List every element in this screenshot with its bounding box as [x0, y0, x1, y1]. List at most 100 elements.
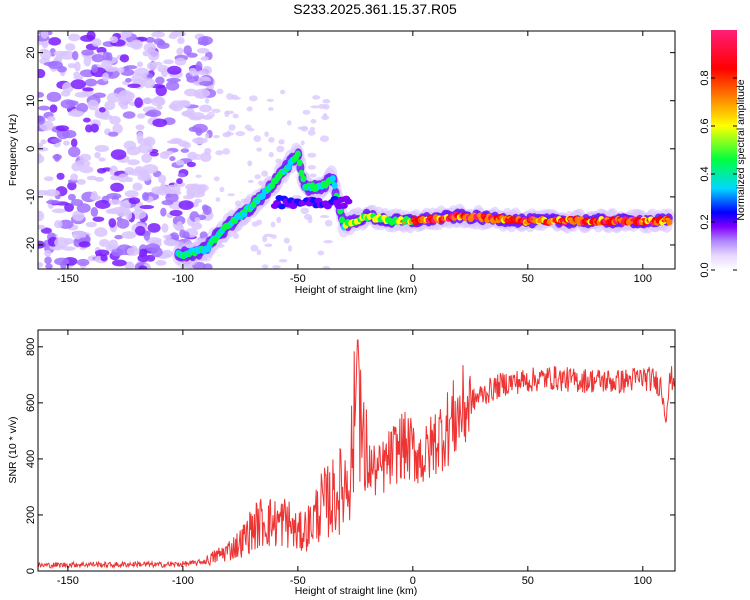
heatmap-cell — [177, 173, 186, 178]
heatmap-cell — [151, 84, 165, 89]
heatmap-cell — [182, 231, 190, 239]
heatmap-cell — [60, 90, 71, 97]
heatmap-cell — [108, 199, 123, 205]
heatmap-cell — [126, 146, 141, 156]
spectrogram-xtick-label: 0 — [410, 273, 416, 285]
spectrogram-ytick-label: 0 — [25, 146, 37, 152]
heatmap-cell — [112, 123, 123, 134]
heatmap-cell — [215, 150, 224, 156]
heatmap-cell — [45, 263, 53, 269]
heatmap-cell — [192, 153, 203, 161]
heatmap-cell — [44, 256, 52, 265]
heatmap-cell — [71, 230, 87, 240]
heatmap-cell — [262, 235, 268, 243]
heatmap-cell — [70, 173, 78, 181]
heatmap-cell — [131, 209, 147, 220]
heatmap-cell — [235, 131, 246, 137]
heatmap-cell — [183, 45, 192, 56]
heatmap-cell — [195, 174, 202, 179]
heatmap-cell — [151, 31, 166, 38]
heatmap-cell — [155, 259, 167, 266]
heatmap-cell — [201, 185, 209, 191]
heatmap-cell — [85, 221, 97, 228]
heatmap-cell — [167, 65, 182, 75]
heatmap-cell — [137, 138, 152, 145]
heatmap-cell — [197, 40, 210, 46]
heatmap-cell — [176, 221, 183, 231]
heatmap-cell — [211, 108, 221, 114]
snr-x-label: Height of straight line (km) — [295, 585, 418, 597]
snr-xtick-label: -50 — [290, 575, 306, 587]
heatmap-cell — [96, 46, 107, 54]
heatmap-cell — [322, 265, 330, 269]
heatmap-cell — [94, 152, 101, 159]
heatmap-cell — [102, 72, 109, 82]
heatmap-cell — [126, 247, 140, 256]
heatmap-cell — [219, 186, 225, 193]
heatmap-cell — [107, 131, 119, 137]
heatmap-cell — [127, 159, 140, 166]
snr-y-ticks: 0 200 400 600 800 — [25, 338, 675, 574]
snr-y-label: SNR (10 * v/v) — [7, 416, 19, 483]
heatmap-cell — [38, 68, 46, 79]
heatmap-cell — [38, 146, 49, 152]
heatmap-cell — [337, 207, 344, 215]
heatmap-cell — [68, 33, 81, 42]
heatmap-cell — [101, 59, 113, 70]
heatmap-cell — [310, 105, 321, 109]
heatmap-cell — [178, 200, 194, 210]
heatmap-cell — [119, 54, 130, 63]
heatmap-cell — [107, 208, 118, 214]
heatmap-cell — [246, 106, 253, 112]
spectrogram-xtick-label: -150 — [57, 273, 79, 285]
heatmap-cell — [46, 199, 60, 205]
heatmap-cell — [79, 153, 92, 162]
heatmap-cell — [38, 154, 45, 164]
chart-title: S233.2025.361.15.37.R05 — [293, 1, 457, 17]
heatmap-cell — [137, 254, 150, 263]
heatmap-cell — [142, 50, 150, 57]
heatmap-cell — [222, 148, 231, 155]
heatmap-cell — [38, 142, 44, 148]
snr-ytick-label: 0 — [25, 568, 37, 574]
heatmap-cell — [146, 61, 158, 71]
heatmap-cell — [94, 249, 110, 257]
heatmap-cell — [124, 190, 139, 198]
colorbar-tick-label: 0.8 — [699, 70, 711, 85]
heatmap-cell — [321, 115, 330, 121]
heatmap-cell — [184, 88, 198, 97]
heatmap-cell — [175, 159, 185, 166]
heatmap-cell — [164, 184, 181, 195]
spectrogram-ytick-label: 20 — [25, 47, 37, 59]
heatmap-cell — [197, 70, 207, 76]
heatmap-cell — [204, 132, 210, 139]
snr-xtick-label: 0 — [410, 575, 416, 587]
colorbar-ticks: 0.0 0.2 0.4 0.6 0.8 — [699, 70, 737, 278]
heatmap-cell — [121, 231, 137, 239]
heatmap-cell — [108, 239, 119, 250]
heatmap-cell — [64, 43, 76, 51]
heatmap-cell — [189, 70, 200, 76]
heatmap-cell — [94, 227, 108, 238]
heatmap-cell — [248, 179, 254, 184]
spectrogram-xtick-label: -50 — [290, 273, 306, 285]
heatmap-cell — [310, 118, 317, 124]
heatmap-cell — [666, 218, 673, 226]
heatmap-cell — [298, 169, 305, 177]
heatmap-cell — [40, 40, 51, 46]
heatmap-cell — [137, 143, 153, 154]
colorbar-tick-label: 0.4 — [699, 166, 711, 181]
heatmap-cell — [104, 100, 116, 111]
heatmap-cell — [199, 104, 212, 113]
heatmap-cell — [40, 227, 52, 234]
heatmap-cell — [268, 107, 274, 111]
heatmap-cell — [272, 265, 281, 269]
heatmap-cell — [135, 124, 145, 131]
heatmap-cell — [117, 67, 125, 74]
heatmap-cell — [47, 60, 63, 70]
heatmap-cell — [249, 95, 258, 102]
heatmap-cell — [152, 118, 168, 128]
heatmap-cell — [300, 125, 309, 132]
heatmap-cell — [125, 209, 133, 221]
heatmap-cell — [38, 91, 45, 98]
